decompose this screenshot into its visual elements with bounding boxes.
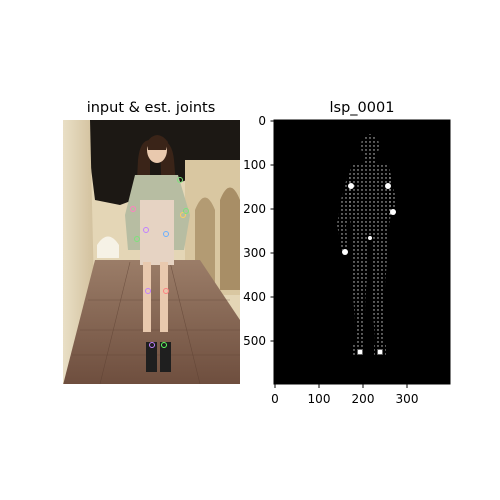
x-tick-label: 0 [271, 392, 279, 406]
x-tick-label: 200 [352, 392, 375, 406]
joint-marker [149, 342, 155, 348]
joint-marker [163, 288, 169, 294]
axes-frame [273, 119, 451, 385]
x-tick-label: 300 [396, 392, 419, 406]
joint-markers [130, 177, 189, 348]
left-panel-title: input & est. joints [87, 100, 216, 116]
joint-marker [134, 236, 140, 242]
joint-marker [161, 342, 167, 348]
joint-marker [180, 212, 186, 218]
y-tick-label: 400 [243, 290, 266, 304]
joint-marker [177, 177, 183, 183]
y-tick-labels: 0 100 200 300 400 500 [243, 114, 266, 348]
y-tick-label: 200 [243, 202, 266, 216]
y-tick-label: 300 [243, 246, 266, 260]
y-tick-label: 100 [243, 158, 266, 172]
body-mesh [337, 134, 397, 355]
joint-marker [183, 208, 189, 214]
y-tick-label: 0 [258, 114, 266, 128]
y-tick-label: 500 [243, 334, 266, 348]
x-tick-label: 100 [308, 392, 331, 406]
x-tick-labels: 0 100 200 300 [271, 392, 418, 406]
y-axis [270, 120, 274, 342]
joint-marker [143, 227, 149, 233]
input-photo [63, 120, 240, 384]
right-panel-title: lsp_0001 [330, 100, 395, 116]
joint-marker [145, 288, 151, 294]
joint-marker [130, 206, 136, 212]
joint-marker [163, 231, 169, 237]
x-axis [274, 384, 408, 388]
